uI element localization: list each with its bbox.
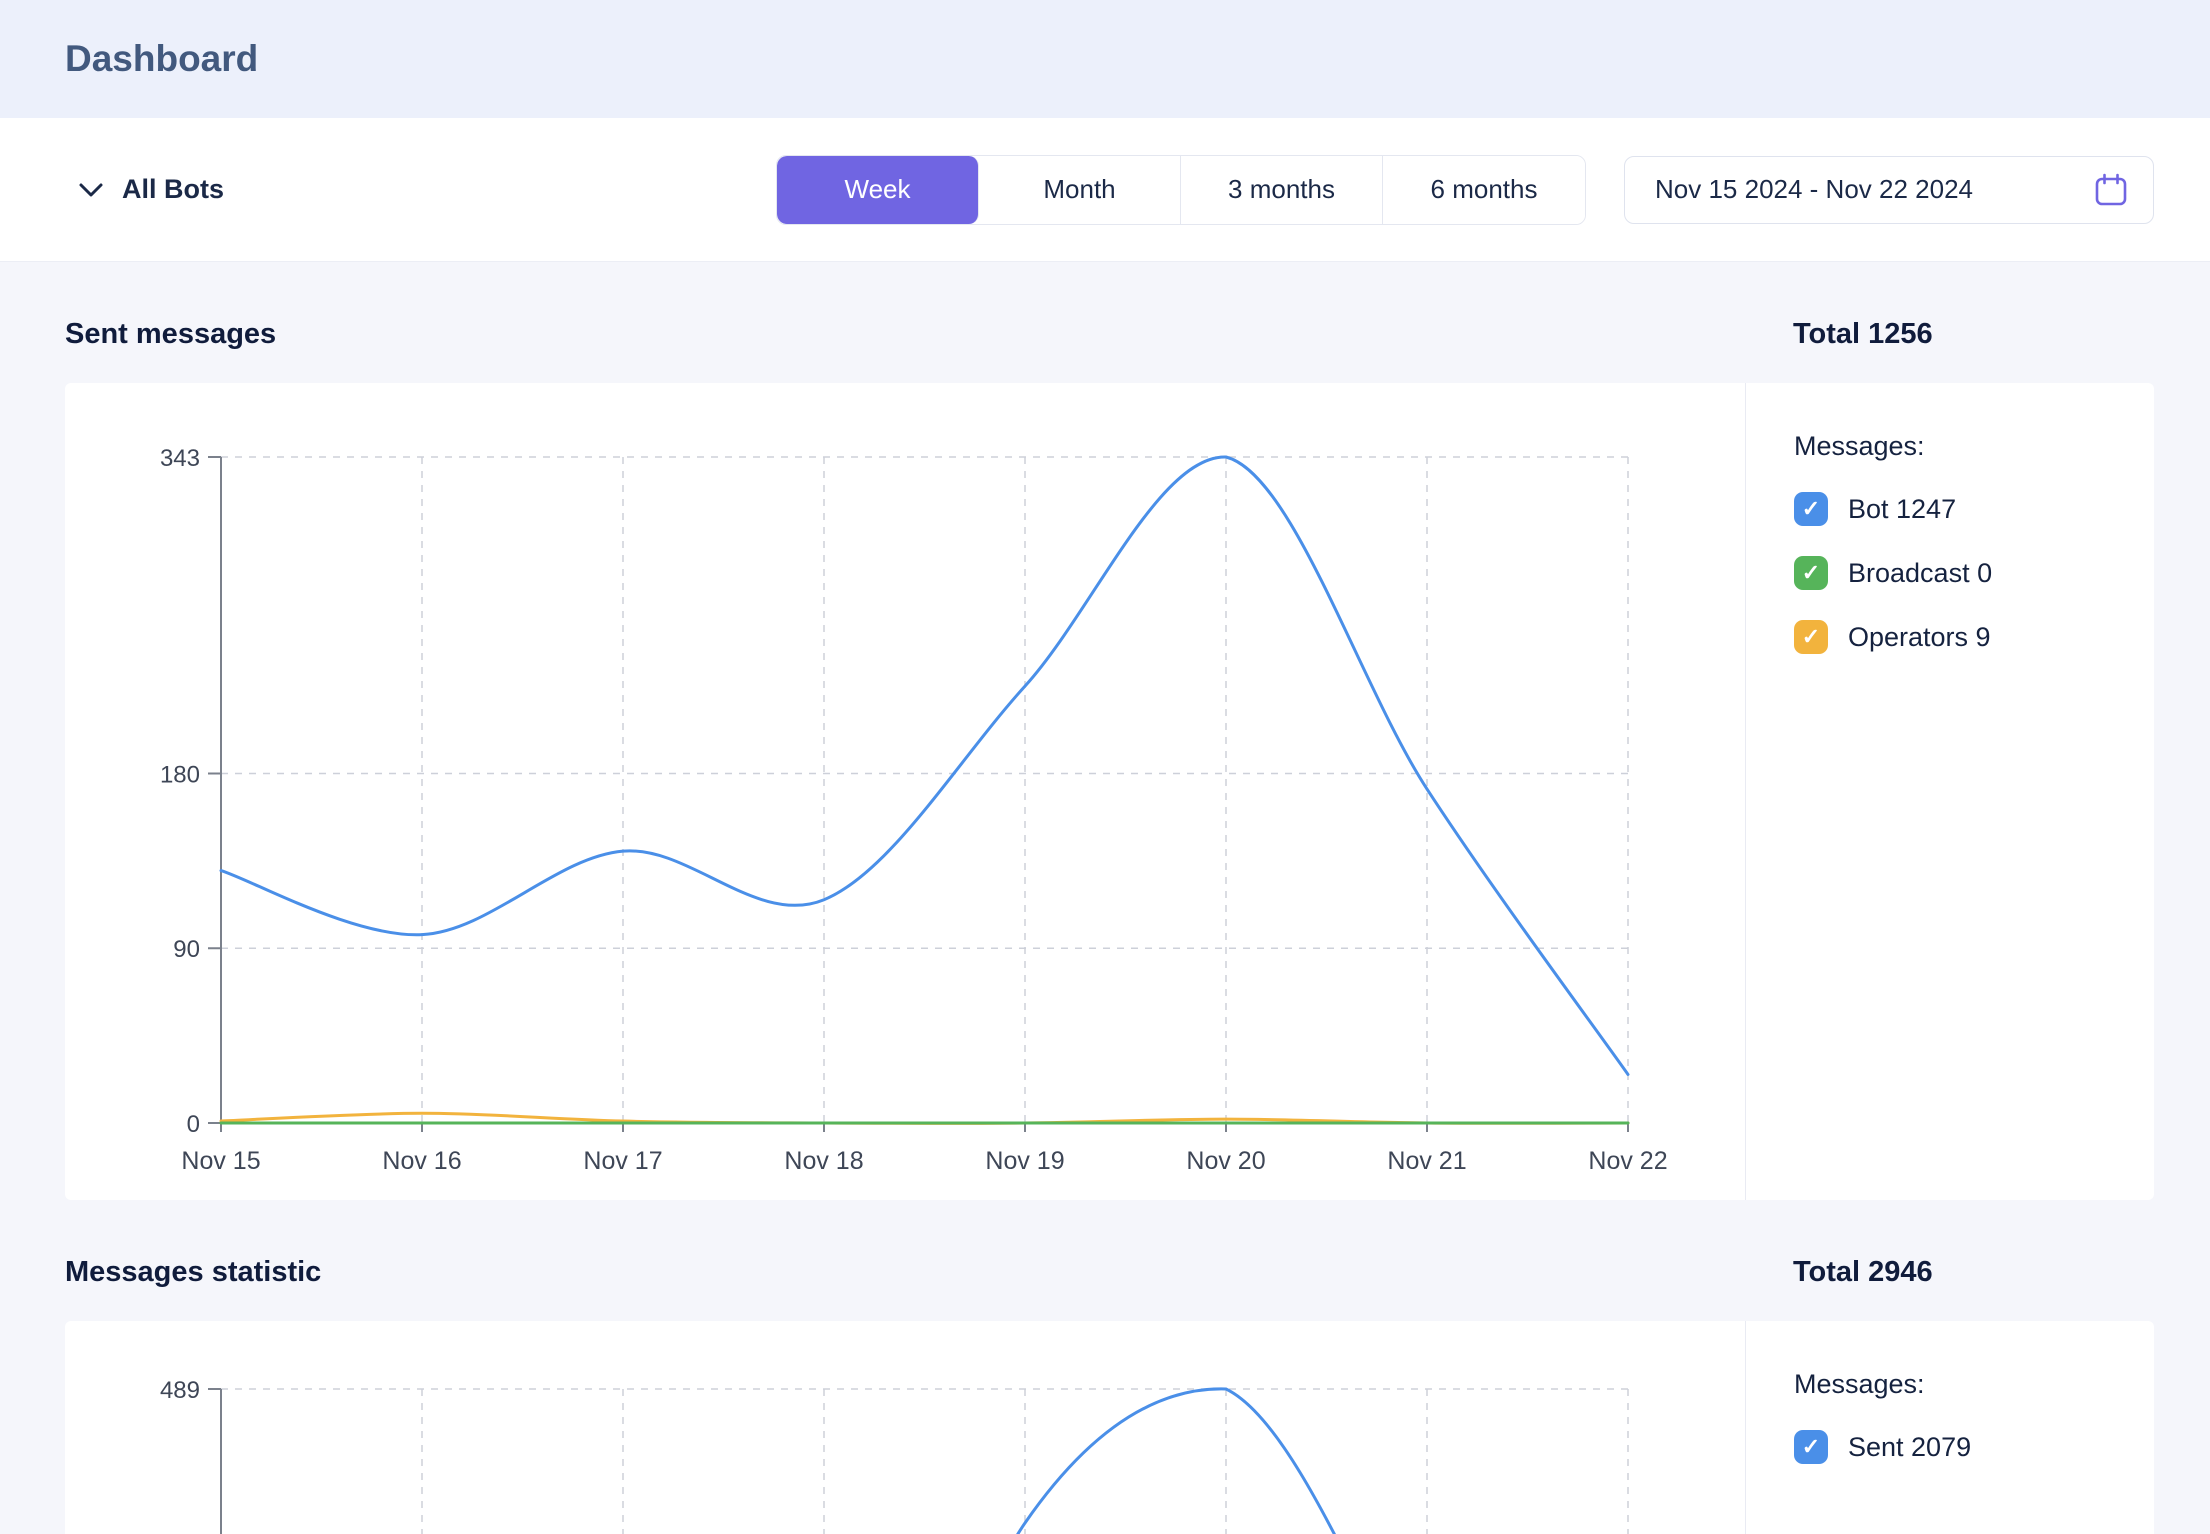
period-tab-6-months[interactable]: 6 months bbox=[1383, 155, 1585, 224]
checkbox-broadcast-checked[interactable]: ✓ bbox=[1794, 556, 1828, 590]
sent-messages-chart-area: 343 180 90 0 Nov 15 Nov 16 Nov 17 Nov 18 Nov 19 N… bbox=[65, 383, 1745, 1200]
svg-text:Nov 16: Nov 16 bbox=[382, 1147, 461, 1175]
svg-text:489: 489 bbox=[160, 1377, 200, 1404]
svg-text:180: 180 bbox=[160, 761, 200, 788]
legend-label: Operators 9 bbox=[1848, 621, 1991, 652]
svg-text:Nov 19: Nov 19 bbox=[985, 1147, 1064, 1175]
all-bots-dropdown[interactable]: All Bots bbox=[78, 174, 224, 205]
period-tab-week[interactable]: Week bbox=[777, 155, 979, 224]
sent-messages-total: Total 1256 bbox=[1793, 318, 1933, 350]
svg-text:0: 0 bbox=[187, 1111, 200, 1138]
svg-text:Nov 21: Nov 21 bbox=[1387, 1147, 1466, 1175]
legend-title: Messages: bbox=[1794, 431, 1925, 461]
svg-text:Nov 20: Nov 20 bbox=[1186, 1147, 1265, 1175]
svg-text:Nov 17: Nov 17 bbox=[583, 1147, 662, 1175]
date-range-picker[interactable]: Nov 15 2024 - Nov 22 2024 bbox=[1624, 155, 2154, 224]
legend-label: Bot 1247 bbox=[1848, 493, 1957, 524]
legend-item-sent: ✓ Sent 2079 bbox=[1794, 1430, 2138, 1464]
sent-messages-title: Sent messages bbox=[65, 318, 277, 350]
sent-messages-legend: Messages: ✓ Bot 1247 ✓ Broadcast 0 ✓ Operator… bbox=[1745, 383, 2154, 1200]
legend-items: ✓ Bot 1247 ✓ Broadcast 0 ✓ Operators 9 bbox=[1794, 492, 2138, 654]
legend-label: Sent 2079 bbox=[1848, 1431, 1972, 1462]
svg-text:90: 90 bbox=[173, 936, 200, 963]
legend-title: Messages: bbox=[1794, 1369, 1925, 1399]
chevron-down-icon bbox=[79, 183, 103, 196]
legend-item-broadcast: ✓ Broadcast 0 bbox=[1794, 556, 2138, 590]
legend-items: ✓ Sent 2079 bbox=[1794, 1430, 2138, 1464]
legend-label: Broadcast 0 bbox=[1848, 557, 1993, 588]
messages-statistic-header-row: Messages statistic Total 2946 bbox=[65, 1256, 2154, 1289]
filter-bar: All Bots Week Month 3 months 6 months Nov 1… bbox=[0, 118, 2210, 262]
period-tab-month[interactable]: Month bbox=[979, 155, 1181, 224]
calendar-icon bbox=[2095, 173, 2127, 205]
svg-text:343: 343 bbox=[160, 445, 200, 472]
period-tab-3-months[interactable]: 3 months bbox=[1181, 155, 1383, 224]
messages-statistic-total: Total 2946 bbox=[1793, 1256, 1933, 1288]
date-range-value: Nov 15 2024 - Nov 22 2024 bbox=[1655, 174, 1973, 204]
sent-messages-header-row: Sent messages Total 1256 bbox=[65, 318, 2154, 351]
checkbox-bot-checked[interactable]: ✓ bbox=[1794, 492, 1828, 526]
sent-messages-chart: 343 180 90 0 Nov 15 Nov 16 Nov 17 Nov 18 Nov 19 N… bbox=[160, 445, 1668, 1175]
messages-statistic-title: Messages statistic bbox=[65, 1256, 322, 1288]
legend-item-operators: ✓ Operators 9 bbox=[1794, 620, 2138, 654]
svg-text:Nov 18: Nov 18 bbox=[784, 1147, 863, 1175]
checkbox-operators-checked[interactable]: ✓ bbox=[1794, 620, 1828, 654]
page-title: Dashboard bbox=[65, 38, 259, 79]
period-tabs: Week Month 3 months 6 months bbox=[776, 154, 1586, 225]
sent-messages-card: 343 180 90 0 Nov 15 Nov 16 Nov 17 Nov 18 Nov 19 N… bbox=[65, 383, 2154, 1200]
page-header: Dashboard bbox=[0, 0, 2210, 118]
all-bots-label: All Bots bbox=[122, 174, 225, 204]
svg-text:Nov 15: Nov 15 bbox=[181, 1147, 260, 1175]
main-content: Sent messages Total 1256 343 180 90 0 Nov 15… bbox=[0, 318, 2210, 1534]
legend-item-bot: ✓ Bot 1247 bbox=[1794, 492, 2138, 526]
svg-text:Nov 22: Nov 22 bbox=[1588, 1147, 1667, 1175]
checkbox-sent-checked[interactable]: ✓ bbox=[1794, 1430, 1828, 1464]
messages-statistic-legend: Messages: ✓ Sent 2079 bbox=[1745, 1321, 2154, 1534]
